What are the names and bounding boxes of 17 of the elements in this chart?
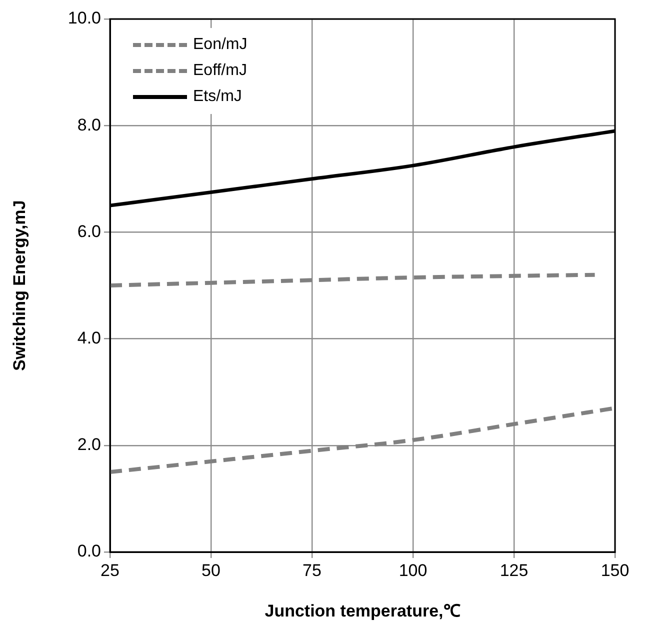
legend-label: Eoff/mJ: [193, 62, 247, 80]
x-tick-label: 50: [202, 560, 220, 580]
y-tick-label: 0.0: [77, 542, 101, 561]
x-tick-label: 125: [500, 560, 528, 580]
x-tick-label: 25: [100, 560, 120, 580]
y-tick-label: 2.0: [77, 435, 101, 454]
legend-label: Ets/mJ: [193, 88, 242, 106]
x-tick-label: 150: [600, 560, 630, 580]
x-axis-title: Junction temperature,℃: [264, 601, 460, 620]
legend-label: Eon/mJ: [193, 36, 248, 54]
x-tick-label: 100: [398, 560, 428, 580]
y-tick-label: 4.0: [77, 328, 101, 348]
y-tick-label: 10.0: [68, 8, 101, 28]
y-tick-label: 8.0: [77, 115, 101, 134]
y-axis-title: Switching Energy,mJ: [10, 200, 29, 371]
x-tick-label: 75: [302, 560, 322, 580]
y-tick-label: 6.0: [77, 222, 101, 241]
